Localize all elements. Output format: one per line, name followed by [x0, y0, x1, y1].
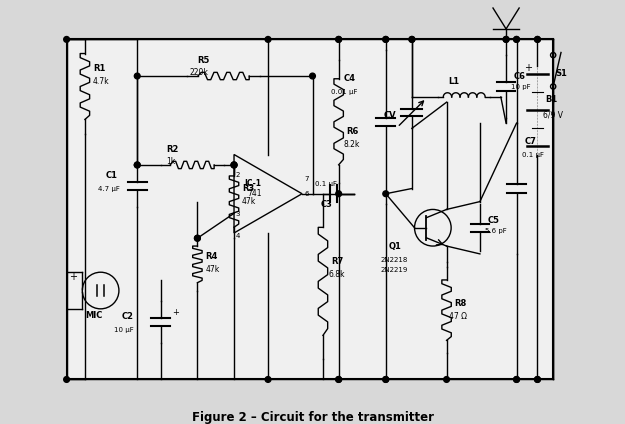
Circle shape — [231, 162, 237, 168]
Text: 1k: 1k — [166, 157, 175, 166]
Text: 8.2k: 8.2k — [344, 139, 360, 149]
Text: 7: 7 — [304, 176, 309, 181]
Text: 6.8k: 6.8k — [328, 271, 345, 279]
Circle shape — [409, 36, 415, 42]
Circle shape — [409, 36, 415, 42]
Text: 2N2218: 2N2218 — [381, 257, 408, 263]
Text: R4: R4 — [205, 252, 217, 261]
Text: 4.7k: 4.7k — [92, 77, 109, 86]
Text: 0.1 μF: 0.1 μF — [522, 152, 544, 158]
Text: +: + — [524, 63, 532, 73]
Text: 47 Ω: 47 Ω — [449, 312, 467, 321]
Text: MIC: MIC — [85, 311, 102, 320]
Circle shape — [134, 162, 140, 168]
Circle shape — [534, 377, 541, 382]
Text: C2: C2 — [121, 312, 134, 321]
Circle shape — [514, 36, 519, 42]
Text: C4: C4 — [344, 74, 356, 83]
Circle shape — [503, 36, 509, 42]
Circle shape — [534, 377, 541, 382]
Circle shape — [383, 36, 389, 42]
Text: Q1: Q1 — [388, 242, 401, 251]
Text: R8: R8 — [454, 299, 467, 308]
Text: R1: R1 — [92, 64, 105, 73]
Text: R2: R2 — [166, 145, 178, 154]
Text: 6/9 V: 6/9 V — [542, 111, 562, 120]
Text: +: + — [69, 272, 78, 282]
Text: 2N2219: 2N2219 — [381, 267, 408, 273]
Text: L1: L1 — [449, 77, 459, 86]
Text: 4.7 μF: 4.7 μF — [98, 186, 120, 192]
Text: 3: 3 — [236, 211, 240, 217]
Text: S1: S1 — [556, 69, 568, 78]
Circle shape — [231, 162, 237, 168]
Text: +: + — [173, 308, 179, 317]
Circle shape — [503, 36, 509, 42]
Circle shape — [383, 377, 389, 382]
Circle shape — [64, 377, 69, 382]
Circle shape — [383, 191, 389, 197]
Circle shape — [514, 377, 519, 382]
Circle shape — [336, 191, 341, 197]
Text: R6: R6 — [346, 127, 359, 136]
Circle shape — [194, 235, 200, 241]
Text: CV: CV — [383, 111, 396, 120]
Circle shape — [265, 36, 271, 42]
Text: B1: B1 — [546, 95, 558, 104]
Text: 10 μF: 10 μF — [114, 327, 134, 333]
Circle shape — [64, 36, 69, 42]
Circle shape — [194, 235, 200, 241]
Circle shape — [514, 377, 519, 382]
Text: R5: R5 — [198, 56, 210, 65]
Text: 220k: 220k — [189, 68, 208, 77]
Text: 10 pF: 10 pF — [511, 84, 531, 90]
Circle shape — [231, 162, 237, 168]
Text: C7: C7 — [524, 137, 536, 146]
Text: 0.1 μF: 0.1 μF — [315, 181, 337, 187]
Polygon shape — [67, 39, 553, 379]
Circle shape — [514, 36, 519, 42]
Text: 4: 4 — [236, 233, 240, 239]
Circle shape — [309, 73, 316, 79]
Text: 2: 2 — [236, 172, 240, 178]
Circle shape — [336, 377, 341, 382]
Text: 47k: 47k — [205, 265, 219, 274]
Text: 6: 6 — [304, 191, 309, 197]
Text: 741: 741 — [247, 190, 262, 198]
Text: R3: R3 — [242, 184, 254, 193]
Text: C5: C5 — [488, 215, 500, 225]
Circle shape — [444, 377, 449, 382]
Text: C6: C6 — [514, 72, 526, 81]
Text: 47k: 47k — [242, 197, 256, 206]
Text: 5.6 pF: 5.6 pF — [485, 228, 507, 234]
Circle shape — [134, 73, 140, 79]
Circle shape — [265, 377, 271, 382]
Circle shape — [534, 36, 541, 42]
Text: C1: C1 — [106, 171, 118, 180]
Text: IC-1: IC-1 — [244, 179, 261, 188]
Text: R7: R7 — [331, 257, 343, 266]
Text: C3: C3 — [321, 200, 332, 209]
Text: 0.01 μF: 0.01 μF — [331, 89, 357, 95]
Circle shape — [336, 377, 341, 382]
Circle shape — [383, 377, 389, 382]
Text: Figure 2 – Circuit for the transmitter: Figure 2 – Circuit for the transmitter — [191, 411, 434, 424]
Circle shape — [383, 36, 389, 42]
Circle shape — [134, 162, 140, 168]
Circle shape — [534, 36, 541, 42]
Circle shape — [336, 36, 341, 42]
Circle shape — [336, 36, 341, 42]
